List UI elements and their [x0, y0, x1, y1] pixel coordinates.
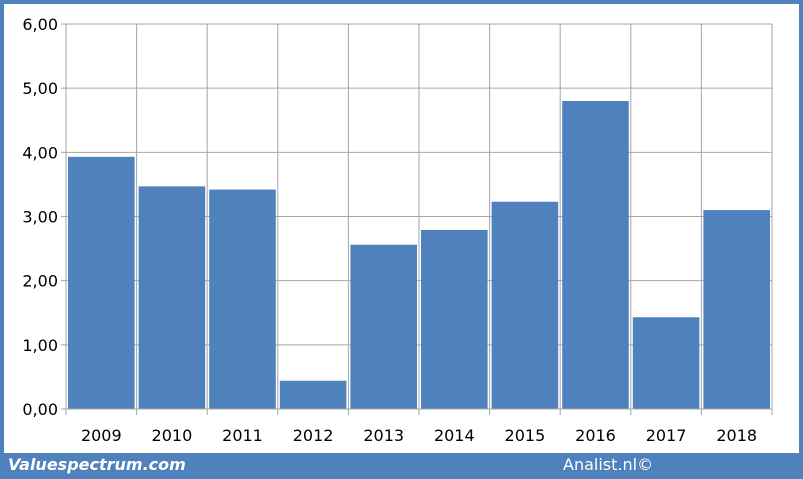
bar-2013 — [350, 244, 417, 409]
bar-2016 — [562, 101, 629, 409]
x-tick-label: 2013 — [363, 426, 404, 445]
bar-2012 — [279, 380, 347, 409]
source-label-right: Analist.nl© — [563, 455, 654, 474]
x-tick-label: 2014 — [434, 426, 475, 445]
x-tick-label: 2018 — [716, 426, 757, 445]
bar-2015 — [491, 201, 559, 409]
y-tick-label: 4,00 — [22, 143, 58, 162]
y-tick-label: 3,00 — [22, 208, 58, 227]
x-tick-label: 2009 — [81, 426, 122, 445]
x-tick-label: 2016 — [575, 426, 616, 445]
bar-2017 — [632, 317, 700, 409]
x-tick-label: 2011 — [222, 426, 263, 445]
y-tick-label: 0,00 — [22, 400, 58, 419]
bar-2009 — [68, 156, 135, 409]
y-tick-label: 1,00 — [22, 336, 58, 355]
y-tick-label: 5,00 — [22, 79, 58, 98]
x-tick-label: 2015 — [505, 426, 546, 445]
x-tick-label: 2012 — [293, 426, 334, 445]
bar-2011 — [209, 189, 276, 409]
y-tick-label: 2,00 — [22, 272, 58, 291]
x-tick-label: 2017 — [646, 426, 687, 445]
bar-2014 — [421, 229, 488, 409]
y-tick-label: 6,00 — [22, 15, 58, 34]
bar-2010 — [138, 186, 206, 409]
source-label-left: Valuespectrum.com — [8, 455, 186, 474]
x-tick-label: 2010 — [152, 426, 193, 445]
bar-2018 — [703, 210, 770, 409]
